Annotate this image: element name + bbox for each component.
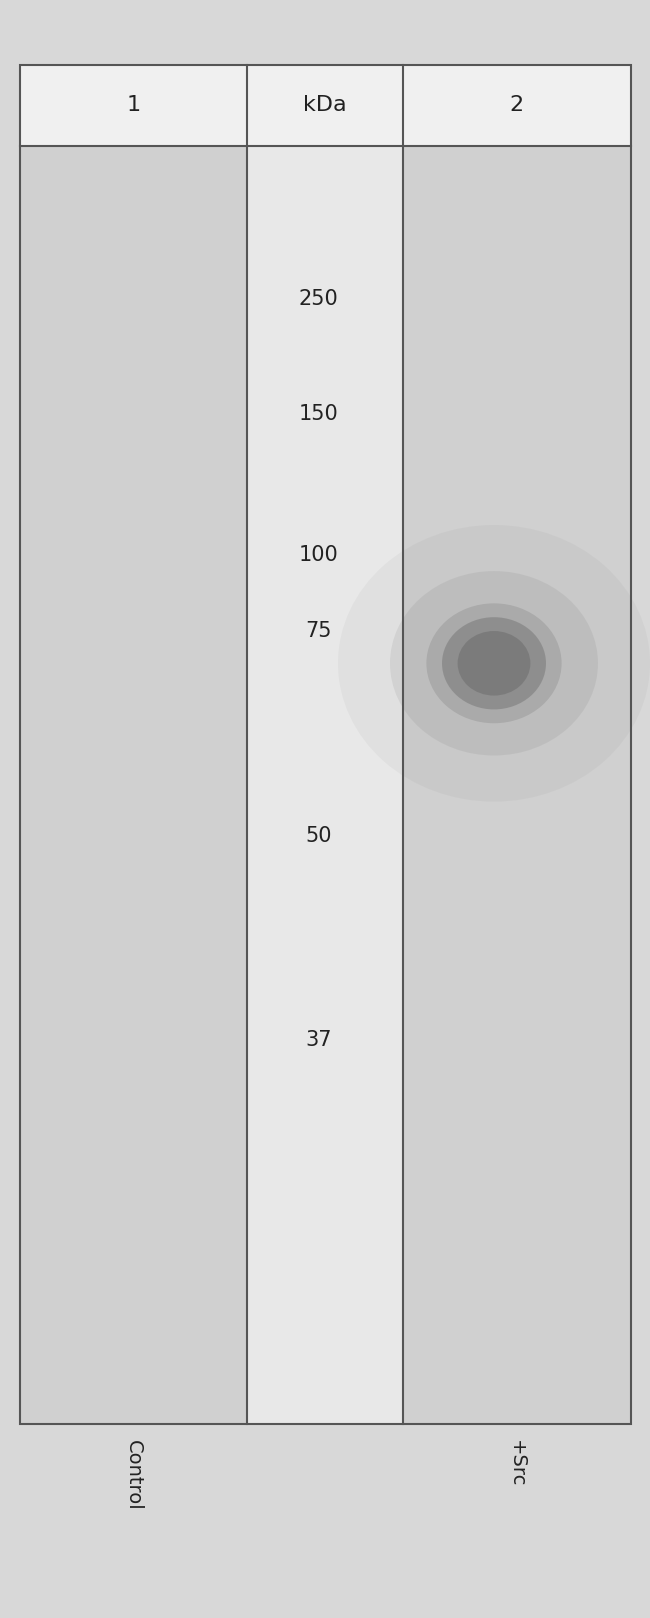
Ellipse shape — [338, 524, 650, 801]
Ellipse shape — [390, 571, 598, 756]
Text: 75: 75 — [306, 621, 332, 641]
Text: 2: 2 — [510, 95, 524, 115]
Bar — [20, 146, 247, 1424]
Bar — [20, 65, 630, 1424]
Text: 150: 150 — [298, 404, 339, 424]
Text: 37: 37 — [306, 1031, 332, 1050]
Text: kDa: kDa — [303, 95, 347, 115]
Text: 100: 100 — [298, 545, 339, 565]
Bar — [403, 146, 630, 1424]
Bar — [20, 65, 630, 146]
Text: 250: 250 — [298, 290, 339, 309]
Text: Control: Control — [124, 1440, 143, 1511]
Text: 1: 1 — [126, 95, 140, 115]
Bar — [247, 146, 403, 1424]
Ellipse shape — [458, 631, 530, 696]
Text: 50: 50 — [306, 825, 332, 846]
Ellipse shape — [426, 604, 562, 723]
Ellipse shape — [442, 616, 546, 709]
Text: +Src: +Src — [507, 1440, 526, 1487]
